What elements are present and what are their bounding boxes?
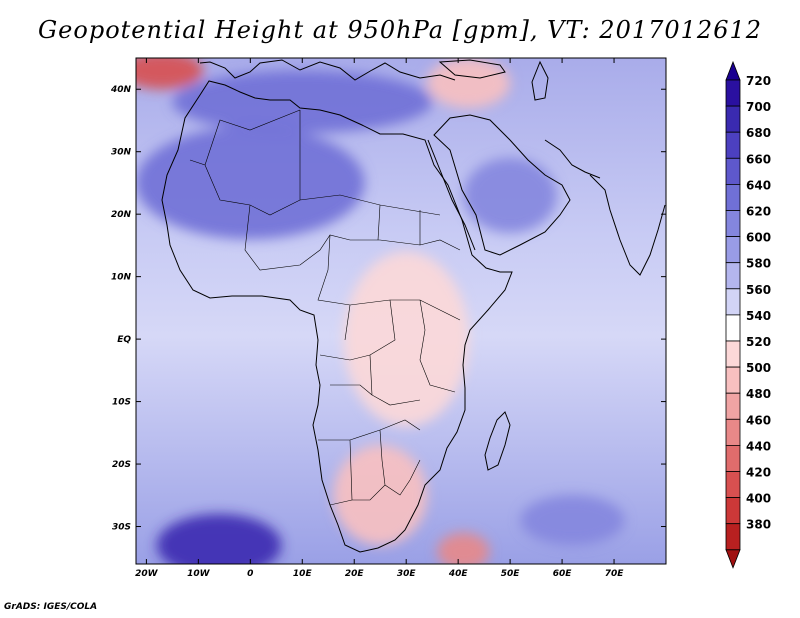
lat-label: 20N [111, 210, 132, 220]
colorbar-swatch-700 [725, 105, 741, 133]
colorbar-label-500: 500 [746, 361, 771, 375]
map-frame [135, 57, 667, 565]
field-east-africa-low [343, 251, 469, 427]
madagascar-coastline [484, 411, 511, 471]
colorbar-label-480: 480 [746, 387, 771, 401]
colorbar-swatch-560 [725, 288, 741, 316]
colorbar-swatch-680 [725, 131, 741, 159]
lon-label: 40E [448, 569, 469, 579]
colorbar-label-620: 620 [746, 205, 771, 219]
field-sahara-high [136, 126, 365, 240]
lat-label: 10S [112, 398, 131, 408]
colorbar-swatch-440 [725, 444, 741, 472]
colorbar-label-600: 600 [746, 231, 771, 245]
colorbar-swatch-500 [725, 366, 741, 394]
field-southern-africa-low [333, 445, 427, 546]
lon-label: 20E [345, 569, 365, 579]
border-lines [189, 109, 461, 506]
red-sea-coastline [427, 139, 476, 251]
lat-label: EQ [117, 335, 131, 345]
colorbar-swatch-640 [725, 183, 741, 211]
colorbar-swatch-600 [725, 236, 741, 264]
coastlines [161, 59, 666, 553]
colorbar-label-660: 660 [746, 152, 771, 166]
lon-label: 10E [293, 569, 313, 579]
field-arabia-high [463, 157, 557, 233]
lon-label: 50E [501, 569, 521, 579]
field-nw-corner-low [136, 58, 204, 90]
lon-label: 0 [247, 569, 253, 579]
colorbar-swatch-660 [725, 157, 741, 185]
europe-coastline [199, 59, 456, 81]
colorbar-label-580: 580 [746, 257, 771, 271]
lat-label: 30S [112, 523, 131, 533]
lat-label: 30N [111, 148, 132, 158]
lon-label: 20W [135, 569, 159, 579]
colorbar-label-380: 380 [746, 518, 771, 532]
colorbar-label-460: 460 [746, 413, 771, 427]
lat-label: 20S [112, 460, 131, 470]
field-turkey-iran-low [426, 58, 511, 108]
lon-label: 30E [397, 569, 417, 579]
arabia-coastline [433, 114, 571, 256]
colorbar-top-arrow [725, 60, 741, 81]
footer-credit: GrADS: IGES/COLA [4, 602, 98, 612]
field-south-indian-high [520, 495, 625, 546]
india-coastline [589, 174, 666, 276]
africa-coastline [161, 80, 513, 553]
lon-label: 60E [553, 569, 573, 579]
geopotential-field [136, 58, 625, 564]
field-south-atlantic-high [156, 514, 282, 564]
colorbar-label-560: 560 [746, 283, 771, 297]
lon-label: 10W [187, 569, 211, 579]
caspian-coastline [531, 60, 549, 101]
colorbar-swatch-460 [725, 418, 741, 446]
colorbar: 720 700 680 660 640 620 600 580 560 540 520 500 480 4… [725, 60, 771, 569]
colorbar-swatch-580 [725, 262, 741, 290]
lon-label: 70E [605, 569, 625, 579]
colorbar-swatch-420 [725, 471, 741, 499]
field-mozambique-channel-low [437, 532, 490, 564]
latitude-labels: 40N 30N 20N 10N EQ 10S 20S 30S [110, 85, 132, 532]
axis-ticks [136, 58, 666, 564]
colorbar-label-440: 440 [746, 439, 771, 453]
colorbar-label-400: 400 [746, 492, 771, 506]
colorbar-swatch-520 [725, 340, 741, 368]
field-mediterranean-high [172, 70, 433, 133]
colorbar-bottom-arrow [725, 549, 741, 569]
chart-title: Geopotential Height at 950hPa [gpm], VT:… [38, 16, 762, 44]
colorbar-swatch-380 [725, 523, 741, 551]
colorbar-label-680: 680 [746, 126, 771, 140]
colorbar-label-420: 420 [746, 466, 771, 480]
persian-gulf-coastline [544, 139, 601, 179]
colorbar-label-640: 640 [746, 178, 771, 192]
colorbar-label-700: 700 [746, 100, 771, 114]
colorbar-swatch-480 [725, 392, 741, 420]
colorbar-label-520: 520 [746, 335, 771, 349]
colorbar-label-720: 720 [746, 74, 771, 88]
longitude-labels: 20W 10W 0 10E 20E 30E 40E 50E 60E 70E [135, 569, 624, 579]
map-panel [136, 58, 666, 564]
colorbar-swatch-620 [725, 210, 741, 238]
country-borders [189, 109, 461, 506]
colorbar-swatch-400 [725, 497, 741, 525]
black-sea-coastline [438, 59, 506, 79]
colorbar-swatch-720 [725, 79, 741, 107]
lat-label: 10N [111, 273, 132, 283]
colorbar-swatch-540 [725, 314, 741, 342]
colorbar-label-540: 540 [746, 309, 771, 323]
lat-label: 40N [110, 85, 132, 95]
